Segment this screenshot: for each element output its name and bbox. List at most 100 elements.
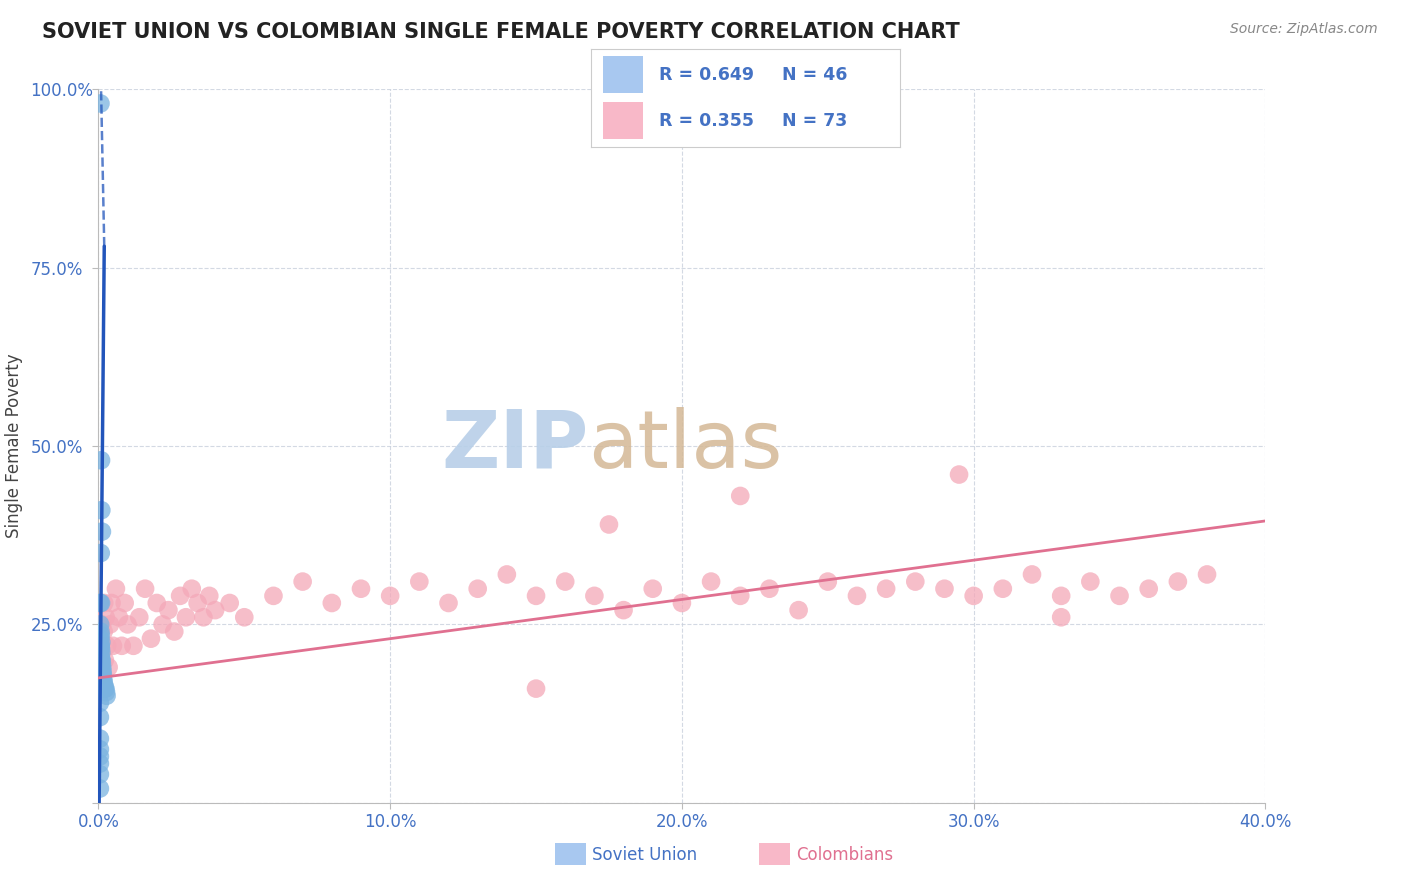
Point xyxy=(948,467,970,482)
Point xyxy=(90,660,112,674)
Point xyxy=(90,639,112,653)
Point xyxy=(233,610,256,624)
Point xyxy=(89,639,111,653)
Point xyxy=(845,589,868,603)
Point xyxy=(89,710,111,724)
Point xyxy=(554,574,576,589)
Point xyxy=(91,667,114,681)
Point xyxy=(495,567,517,582)
Text: R = 0.355: R = 0.355 xyxy=(658,112,754,129)
Point xyxy=(93,596,115,610)
Point xyxy=(89,596,111,610)
Point xyxy=(378,589,402,603)
Point xyxy=(91,617,114,632)
Text: Soviet Union: Soviet Union xyxy=(592,846,697,863)
Point xyxy=(98,617,121,632)
Point xyxy=(90,642,112,657)
Text: N = 46: N = 46 xyxy=(782,66,848,84)
Point xyxy=(187,596,209,610)
Text: Colombians: Colombians xyxy=(796,846,893,863)
Point xyxy=(991,582,1014,596)
Point xyxy=(1080,574,1102,589)
Point xyxy=(163,624,186,639)
Point xyxy=(89,674,111,689)
Point xyxy=(89,632,111,646)
Point xyxy=(169,589,191,603)
Point xyxy=(89,681,111,696)
Text: SOVIET UNION VS COLOMBIAN SINGLE FEMALE POVERTY CORRELATION CHART: SOVIET UNION VS COLOMBIAN SINGLE FEMALE … xyxy=(42,22,960,42)
Point xyxy=(90,649,112,664)
Text: R = 0.649: R = 0.649 xyxy=(658,66,754,84)
Point xyxy=(612,603,634,617)
Point xyxy=(1167,574,1189,589)
Point xyxy=(89,742,111,756)
Point xyxy=(96,689,118,703)
Point xyxy=(1195,567,1218,582)
Point xyxy=(180,582,202,596)
Point xyxy=(817,574,839,589)
Point xyxy=(91,664,114,678)
Point xyxy=(90,653,112,667)
Point xyxy=(641,582,664,596)
Text: ZIP: ZIP xyxy=(441,407,589,485)
Bar xyxy=(603,56,643,94)
Point xyxy=(90,639,112,653)
Point xyxy=(90,453,112,467)
Text: atlas: atlas xyxy=(589,407,783,485)
Point xyxy=(218,596,240,610)
Point xyxy=(1050,589,1073,603)
Point xyxy=(90,628,112,642)
Point xyxy=(89,642,111,657)
Point xyxy=(89,756,111,771)
Point xyxy=(93,674,115,689)
Point xyxy=(90,657,112,671)
Point xyxy=(758,582,780,596)
Point xyxy=(134,582,156,596)
Point xyxy=(89,731,111,746)
Point xyxy=(787,603,810,617)
Point xyxy=(111,639,134,653)
Point xyxy=(1108,589,1130,603)
Point xyxy=(90,653,112,667)
Point xyxy=(174,610,197,624)
Point xyxy=(93,624,115,639)
Point xyxy=(1137,582,1160,596)
Point xyxy=(262,589,284,603)
Point xyxy=(89,96,111,111)
Point xyxy=(934,582,956,596)
Text: Source: ZipAtlas.com: Source: ZipAtlas.com xyxy=(1230,22,1378,37)
Point xyxy=(728,489,751,503)
Point xyxy=(104,582,127,596)
Point xyxy=(89,653,111,667)
Point xyxy=(350,582,373,596)
Point xyxy=(94,681,117,696)
Point xyxy=(152,617,174,632)
Point xyxy=(204,603,226,617)
Point xyxy=(108,610,131,624)
Point xyxy=(408,574,430,589)
Point xyxy=(114,596,136,610)
Point xyxy=(700,574,723,589)
Point xyxy=(93,678,115,692)
Point xyxy=(91,667,114,681)
Bar xyxy=(603,102,643,139)
Point xyxy=(875,582,897,596)
Point xyxy=(117,617,139,632)
Point xyxy=(100,596,122,610)
Point xyxy=(90,653,112,667)
Point xyxy=(89,781,111,796)
Point xyxy=(583,589,606,603)
Point xyxy=(91,671,114,685)
Point xyxy=(291,574,314,589)
Point xyxy=(94,681,117,696)
Point xyxy=(90,635,112,649)
Point xyxy=(139,632,162,646)
Point xyxy=(467,582,489,596)
Point xyxy=(89,767,111,781)
Point xyxy=(437,596,460,610)
Y-axis label: Single Female Poverty: Single Female Poverty xyxy=(6,354,24,538)
Point xyxy=(193,610,215,624)
Point xyxy=(94,685,117,699)
Point xyxy=(90,596,112,610)
Point xyxy=(321,596,343,610)
